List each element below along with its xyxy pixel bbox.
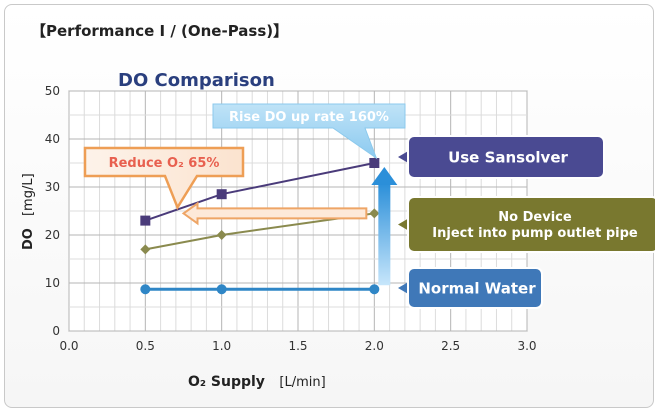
reduce-callout-box: [83, 146, 245, 211]
reduce-arrow: [181, 201, 368, 226]
legend-box-label: Use Sansolver: [448, 148, 568, 166]
y-tick-label: 40: [45, 132, 60, 146]
page-header: 【Performance Ⅰ / (One-Pass)】: [31, 22, 288, 40]
chart-panel: 【Performance Ⅰ / (One-Pass)】 DO Comparis…: [4, 4, 659, 408]
x-tick-label: 1.0: [212, 339, 231, 353]
x-axis-label-unit: [L/min]: [279, 375, 325, 390]
annotation-layer: Reduce O₂ 65% Rise DO up rate 160% Use San…: [83, 103, 659, 309]
rise-callout-box: [212, 103, 406, 160]
x-tick-label: 2.0: [365, 339, 384, 353]
data-point-square: [369, 158, 380, 168]
reduce-annotation-text: Reduce O₂ 65%: [109, 156, 220, 171]
x-tick-label: 2.5: [441, 339, 460, 353]
data-point-square: [216, 189, 227, 200]
data-point-diamond: [369, 208, 380, 219]
data-point-diamond: [140, 244, 151, 255]
data-point-circle: [140, 284, 151, 295]
chart: 【Performance Ⅰ / (One-Pass)】 DO Comparis…: [21, 22, 659, 390]
y-tick-label: 20: [45, 228, 60, 242]
x-tick-label: 3.0: [517, 339, 536, 353]
y-tick-label: 50: [45, 84, 60, 98]
legend-box-label: Inject into pump outlet pipe: [432, 226, 638, 241]
legend-box-bg: [407, 135, 605, 179]
rise-annotation-text: Rise DO up rate 160%: [229, 110, 389, 125]
y-axis-label: DO [mg/L]: [21, 173, 36, 250]
y-tick-label: 10: [45, 276, 60, 290]
x-tick-label: 1.5: [288, 339, 307, 353]
legend-box-use-sansolver: Use Sansolver: [398, 135, 605, 179]
x-axis-label-main: O₂ Supply: [188, 374, 265, 390]
legend-box-bg: [407, 267, 543, 309]
data-point-square: [140, 215, 151, 226]
legend-box-label: No Device: [498, 210, 572, 225]
data-point-circle: [216, 284, 227, 295]
rise-arrow-shaft: [378, 183, 391, 286]
x-tick-label: 0.5: [136, 339, 155, 353]
y-tick-label: 0: [52, 324, 60, 338]
legend-box-label: Normal Water: [418, 279, 536, 297]
chart-title: DO Comparison: [118, 70, 275, 91]
x-axis-label: O₂ Supply [L/min]: [188, 374, 326, 390]
y-tick-label: 30: [45, 180, 60, 194]
y-axis-label-main: DO: [21, 228, 36, 250]
x-tick-label: 0.0: [59, 339, 78, 353]
rise-arrow-head: [371, 167, 398, 185]
legend-box-normal-water: Normal Water: [398, 267, 543, 309]
data-point-diamond: [216, 230, 227, 240]
y-axis-label-unit: [mg/L]: [21, 173, 36, 216]
data-point-circle: [369, 284, 380, 295]
